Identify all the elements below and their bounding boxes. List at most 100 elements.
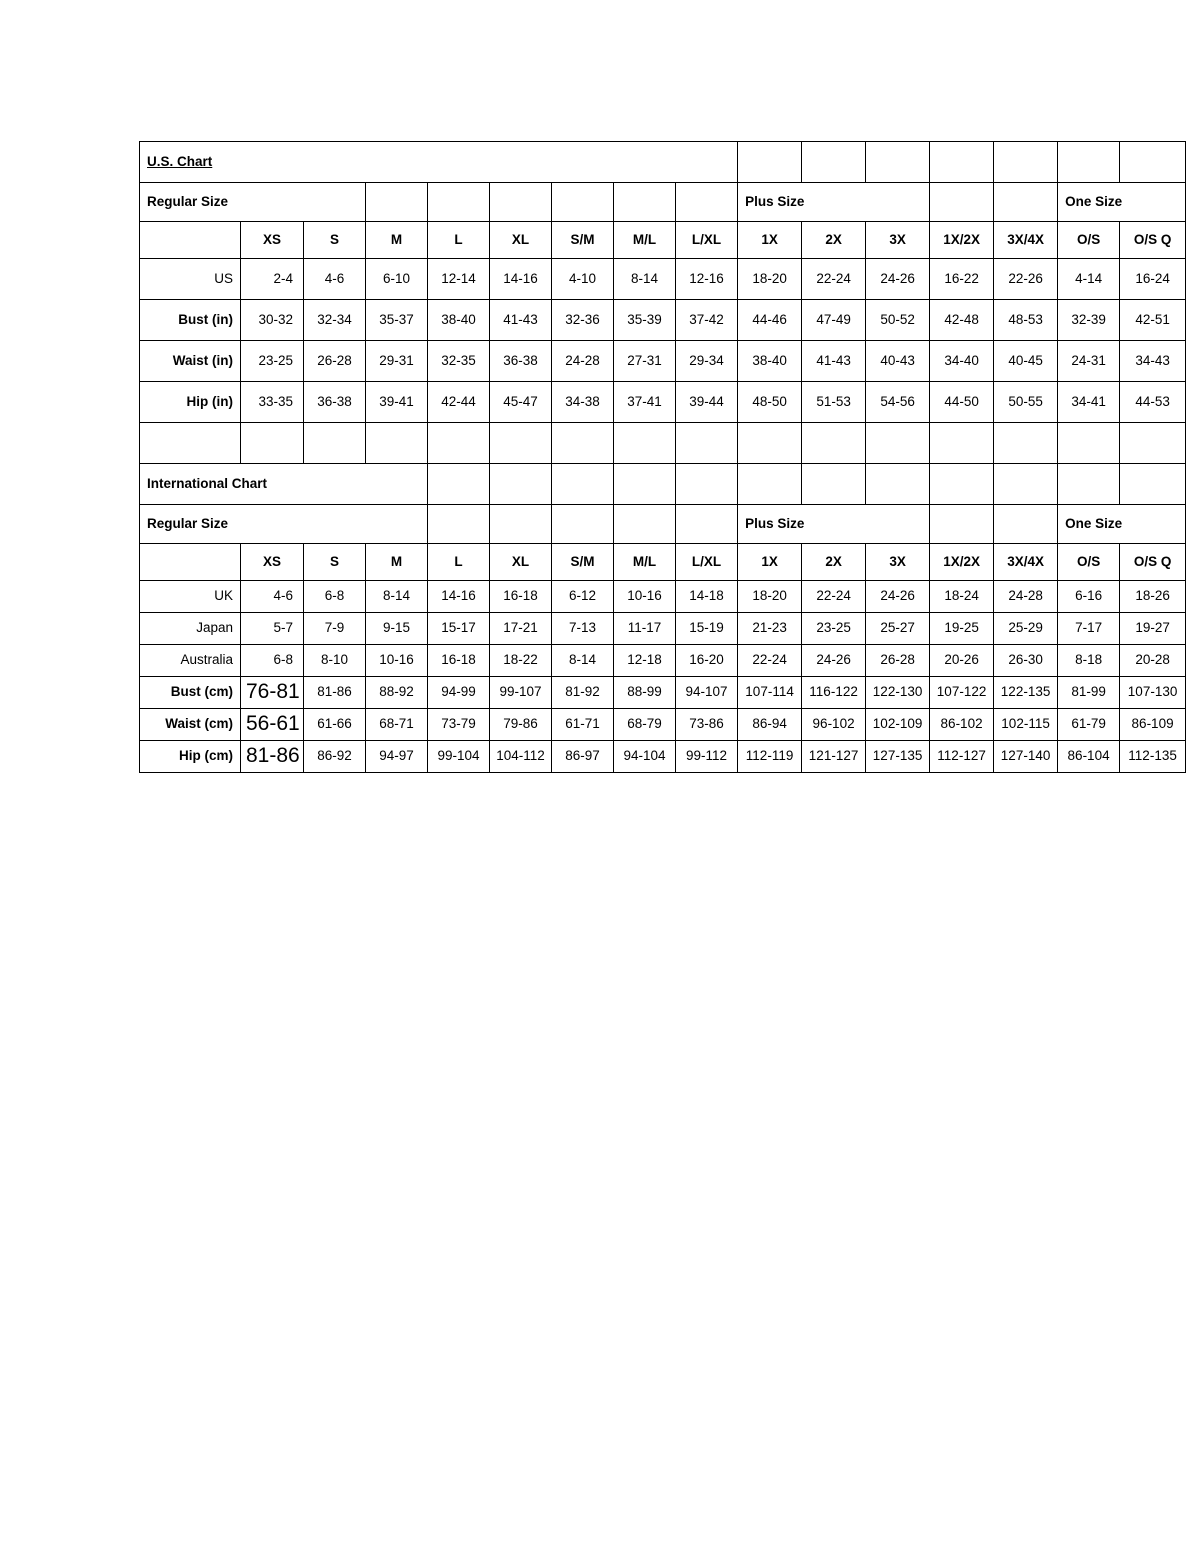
column-header-o-s-q: O/S Q xyxy=(1119,543,1187,581)
row-label: Japan xyxy=(139,612,241,645)
empty-cell xyxy=(865,422,931,464)
data-cell: 22-24 xyxy=(737,644,803,677)
empty-cell xyxy=(489,422,552,464)
table-row: US 2-4 4-6 6-10 12-14 14-16 4-10 8-14 12-16 18-20… xyxy=(139,258,1187,300)
data-cell: 16-20 xyxy=(674,644,739,677)
data-cell: 25-29 xyxy=(993,612,1059,645)
column-header-1x-2x: 1X/2X xyxy=(929,543,995,581)
data-cell: 39-44 xyxy=(674,381,739,423)
data-cell: 9-15 xyxy=(365,612,428,645)
column-header-1x: 1X xyxy=(737,221,803,259)
empty-cell xyxy=(489,463,552,505)
data-cell: 116-122 xyxy=(801,676,867,709)
data-cell: 25-27 xyxy=(865,612,931,645)
data-cell: 73-86 xyxy=(674,708,739,741)
table-row: Japan 5-7 7-9 9-15 15-17 17-21 7-13 11-17 15-19 2… xyxy=(139,612,1187,645)
table-row: Bust (in) 30-32 32-34 35-37 38-40 41-43 32-36 3… xyxy=(139,299,1187,341)
group-label-regular-size-text: Regular Size xyxy=(147,515,229,531)
data-cell: 4-14 xyxy=(1057,258,1121,300)
empty-cell xyxy=(427,463,490,505)
group-label-plus-size-text: Plus Size xyxy=(745,193,805,209)
column-header-1x: 1X xyxy=(737,543,803,581)
data-cell: 94-107 xyxy=(674,676,739,709)
header-corner-cell xyxy=(139,543,241,581)
empty-cell xyxy=(551,182,614,222)
data-cell: 112-127 xyxy=(929,740,995,773)
data-cell: 29-34 xyxy=(674,340,739,382)
column-header-m-l: M/L xyxy=(613,221,676,259)
group-label-regular-size: Regular Size xyxy=(139,182,366,222)
data-cell: 122-130 xyxy=(865,676,931,709)
empty-cell xyxy=(551,504,614,544)
group-label-regular-size-text: Regular Size xyxy=(147,193,229,209)
data-cell: 81-86 xyxy=(303,676,366,709)
data-cell: 7-9 xyxy=(303,612,366,645)
data-cell: 4-6 xyxy=(303,258,366,300)
data-cell: 24-28 xyxy=(993,580,1059,613)
column-header-3x: 3X xyxy=(865,543,931,581)
empty-cell xyxy=(674,504,739,544)
column-header-s-m: S/M xyxy=(551,543,614,581)
data-cell: 22-24 xyxy=(801,258,867,300)
empty-cell xyxy=(427,182,490,222)
data-cell: 4-6 xyxy=(240,580,304,613)
data-cell: 32-39 xyxy=(1057,299,1121,341)
data-cell: 86-109 xyxy=(1119,708,1187,741)
empty-cell xyxy=(929,504,995,544)
data-cell: 26-28 xyxy=(865,644,931,677)
data-cell: 94-99 xyxy=(427,676,490,709)
empty-cell xyxy=(801,422,867,464)
empty-cell xyxy=(993,504,1059,544)
column-header-xl: XL xyxy=(489,221,552,259)
data-cell: 102-109 xyxy=(865,708,931,741)
data-cell: 6-8 xyxy=(240,644,304,677)
data-cell: 81-86 xyxy=(240,740,304,773)
group-band-row: Regular Size Plus Size One Size xyxy=(139,504,1187,544)
empty-cell xyxy=(613,422,676,464)
column-header-s: S xyxy=(303,543,366,581)
data-cell: 17-21 xyxy=(489,612,552,645)
data-cell: 61-71 xyxy=(551,708,614,741)
empty-cell xyxy=(674,182,739,222)
data-cell: 107-114 xyxy=(737,676,803,709)
data-cell: 11-17 xyxy=(613,612,676,645)
data-cell: 14-16 xyxy=(489,258,552,300)
data-cell: 73-79 xyxy=(427,708,490,741)
data-cell: 18-20 xyxy=(737,258,803,300)
empty-cell xyxy=(1119,141,1187,183)
empty-cell xyxy=(674,422,739,464)
data-cell: 16-22 xyxy=(929,258,995,300)
data-cell: 14-16 xyxy=(427,580,490,613)
data-cell: 81-99 xyxy=(1057,676,1121,709)
empty-cell xyxy=(993,463,1059,505)
empty-cell xyxy=(737,422,803,464)
column-header-1x-2x: 1X/2X xyxy=(929,221,995,259)
data-cell: 6-10 xyxy=(365,258,428,300)
data-cell: 6-16 xyxy=(1057,580,1121,613)
data-cell: 94-97 xyxy=(365,740,428,773)
data-cell: 34-40 xyxy=(929,340,995,382)
empty-cell xyxy=(613,504,676,544)
data-cell: 26-30 xyxy=(993,644,1059,677)
size-header-row: XS S M L XL S/M M/L L/XL 1X 2X 3X 1X/2X 3X/4X O/S O/S … xyxy=(139,221,1187,259)
empty-cell xyxy=(139,422,241,464)
data-cell: 34-41 xyxy=(1057,381,1121,423)
empty-cell xyxy=(801,141,867,183)
group-band-row: Regular Size Plus Size One Size xyxy=(139,182,1187,222)
table-row: Hip (in) 33-35 36-38 39-41 42-44 45-47 34-38 37… xyxy=(139,381,1187,423)
column-header-m: M xyxy=(365,221,428,259)
spacer-row xyxy=(139,422,1187,464)
column-header-l-xl: L/XL xyxy=(674,221,739,259)
data-cell: 12-16 xyxy=(674,258,739,300)
data-cell: 22-24 xyxy=(801,580,867,613)
data-cell: 15-17 xyxy=(427,612,490,645)
group-label-regular-size: Regular Size xyxy=(139,504,428,544)
group-label-one-size-text: One Size xyxy=(1065,515,1123,531)
data-cell: 32-35 xyxy=(427,340,490,382)
data-cell: 14-18 xyxy=(674,580,739,613)
empty-cell xyxy=(993,422,1059,464)
data-cell: 36-38 xyxy=(303,381,366,423)
size-chart-sheet: U.S. Chart Regular Size Plus Size One Size X… xyxy=(138,141,1187,773)
empty-cell xyxy=(489,504,552,544)
data-cell: 8-18 xyxy=(1057,644,1121,677)
